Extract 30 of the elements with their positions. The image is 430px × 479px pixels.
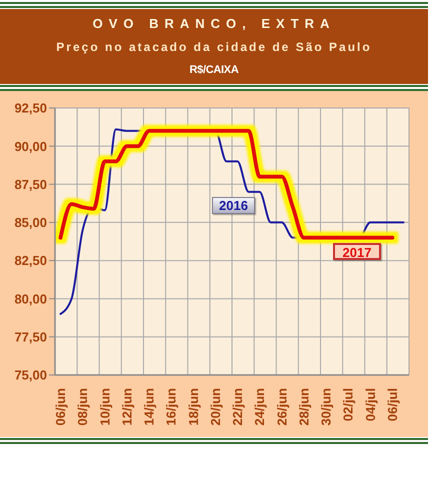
x-tick-label: 04/jul (362, 388, 378, 422)
x-tick-label: 30/jun (318, 388, 334, 426)
y-tick-label: 85,00 (14, 215, 47, 230)
x-tick-label: 08/jun (75, 388, 90, 426)
y-axis-title: R$/CAIXA (188, 63, 240, 78)
line-series (58, 128, 394, 240)
series-label: 2017 (333, 243, 381, 260)
y-tick-label: 87,50 (14, 176, 47, 192)
x-tick-label: 06/jul (384, 388, 400, 422)
x-tick-label: 12/jun (119, 388, 134, 426)
y-tick-label: 77,50 (14, 329, 47, 344)
x-tick-label: 10/jun (97, 388, 112, 426)
x-tick-label: 20/jun (208, 388, 223, 426)
x-tick-label: 22/jun (230, 388, 246, 426)
x-tick-label: 06/jun (53, 388, 68, 426)
y-tick-label: 92,50 (14, 100, 47, 116)
x-tick-label: 26/jun (274, 388, 290, 426)
y-tick-label: 80,00 (14, 291, 47, 306)
x-tick-label: 24/jun (252, 388, 268, 426)
chart-title: OVO BRANCO, EXTRA (92, 16, 336, 32)
x-tick-label: 28/jun (296, 388, 312, 426)
x-tick-label: 16/jun (164, 388, 179, 426)
series-label: 2016 (212, 197, 255, 214)
x-tick-label: 02/jul (340, 388, 356, 422)
y-tick-label: 82,50 (14, 253, 47, 268)
y-tick-label: 75,00 (14, 368, 47, 383)
y-tick-label: 90,00 (14, 138, 47, 154)
x-tick-label: 18/jun (186, 388, 201, 426)
chart-subtitle: Preço no atacado da cidade de São Paulo (55, 39, 373, 55)
x-tick-label: 14/jun (142, 388, 157, 426)
